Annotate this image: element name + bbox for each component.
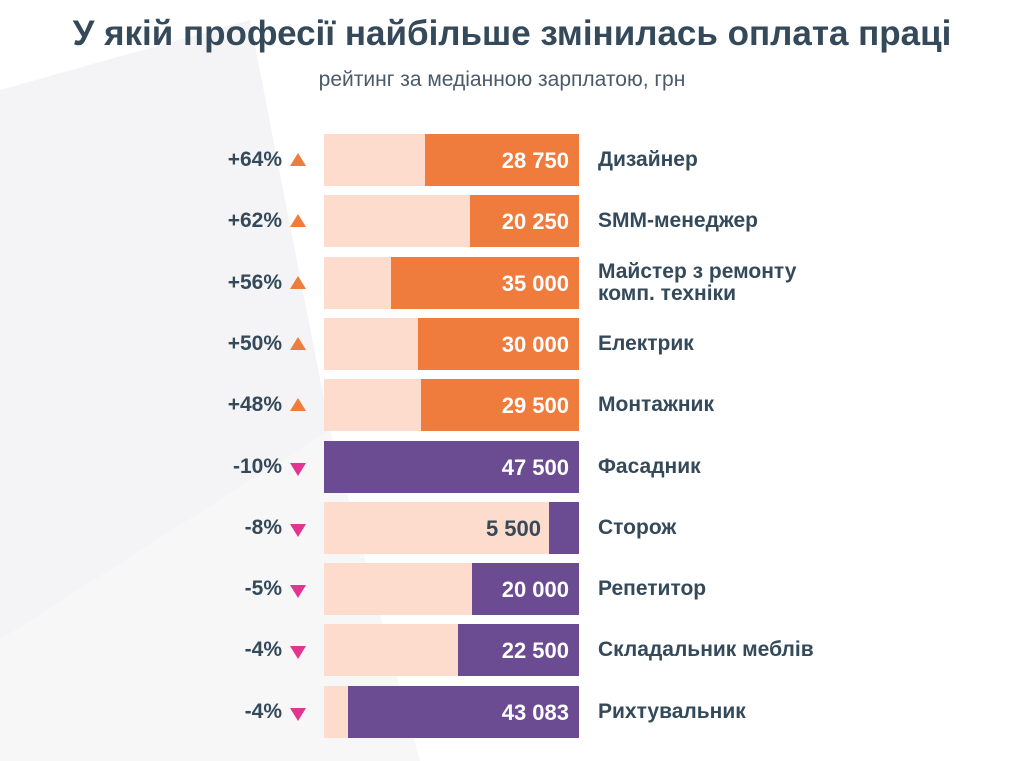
profession-label: SMM-менеджер [598, 209, 759, 233]
change-percent: +48% [227, 393, 282, 417]
bar-track: 43 083 [324, 685, 579, 738]
bar-value-label: 30 000 [501, 331, 569, 357]
bar [458, 624, 579, 677]
bar [418, 317, 579, 370]
change-percent: -5% [244, 577, 282, 601]
change-percent: +50% [227, 331, 282, 355]
bar-track: 30 000 [324, 317, 579, 370]
bar [472, 563, 579, 616]
bar-value-label: 20 250 [501, 209, 569, 235]
bar-track: 20 250 [324, 195, 579, 248]
bar-row: -5% 20 000 Репетитор [0, 563, 1024, 616]
triangle-down-icon [290, 646, 306, 660]
bar-track: 47 500 [324, 440, 579, 493]
change-percent: +56% [227, 270, 282, 294]
profession-label: Монтажник [598, 393, 714, 417]
triangle-down-icon [290, 462, 306, 476]
bar-value-label: 47 500 [501, 454, 569, 480]
change-percent: +64% [227, 148, 282, 171]
bar-value-label: 28 750 [501, 148, 569, 173]
profession-label: Репетитор [598, 577, 707, 601]
profession-label: Фасадник [598, 454, 701, 478]
change-percent: -4% [244, 699, 282, 723]
bar-track: 5 500 [324, 501, 579, 554]
change-percent: -4% [244, 638, 282, 662]
bar-row: +64% 28 750 Дизайнер [0, 134, 1024, 186]
profession-label: Майстер з ремонту комп. техніки [598, 259, 797, 305]
profession-label: Рихтувальник [598, 699, 746, 723]
triangle-down-icon [290, 585, 306, 599]
bar-row: +56% 35 000 Майстер з ремонту комп. технік… [0, 256, 1024, 309]
bar-row: -8% 5 500 Сторож [0, 501, 1024, 554]
bar [549, 501, 579, 554]
triangle-up-icon [290, 153, 306, 166]
bar-track: 29 500 [324, 379, 579, 432]
bar-row: -10% 47 500 Фасадник [0, 440, 1024, 493]
bar-row: +50% 30 000 Електрик [0, 317, 1024, 370]
bar [391, 256, 579, 309]
triangle-down-icon [290, 707, 306, 721]
bar-value-label: 5 500 [485, 515, 541, 541]
bar [421, 379, 579, 432]
triangle-up-icon [290, 336, 306, 350]
change-percent: -10% [232, 454, 282, 478]
bar [425, 134, 579, 186]
bar-value-label: 20 000 [501, 577, 569, 603]
profession-label: Дизайнер [598, 148, 698, 171]
chart-subtitle: рейтинг за медіанною зарплатою, грн [318, 68, 686, 91]
bar-track: 28 750 [324, 134, 579, 186]
bar-row: +62% 20 250 SMM-менеджер [0, 195, 1024, 248]
bar-row: -4% 22 500 Складальник меблів [0, 624, 1024, 677]
bar-track: 35 000 [324, 256, 579, 309]
triangle-up-icon [290, 398, 306, 412]
bar-track: 22 500 [324, 624, 579, 677]
bar-value-label: 43 083 [501, 699, 569, 725]
bar-value-label: 29 500 [501, 393, 569, 419]
change-percent: +62% [227, 209, 282, 233]
bar [324, 440, 579, 493]
bar [348, 685, 579, 738]
triangle-down-icon [290, 523, 306, 537]
profession-label: Сторож [598, 515, 677, 539]
change-percent: -8% [244, 515, 282, 539]
bar [470, 195, 579, 248]
triangle-up-icon [290, 275, 306, 289]
profession-label: Складальник меблів [598, 638, 814, 662]
profession-label: Електрик [598, 331, 694, 355]
chart-title: У якій професії найбільше змінилась опла… [72, 14, 952, 53]
bar-value-label: 35 000 [501, 270, 569, 296]
bar-row: +48% 29 500 Монтажник [0, 379, 1024, 432]
triangle-up-icon [290, 214, 306, 228]
bar-row: -4% 43 083 Рихтувальник [0, 685, 1024, 738]
bar-track: 20 000 [324, 563, 579, 616]
bar-value-label: 22 500 [501, 638, 569, 664]
